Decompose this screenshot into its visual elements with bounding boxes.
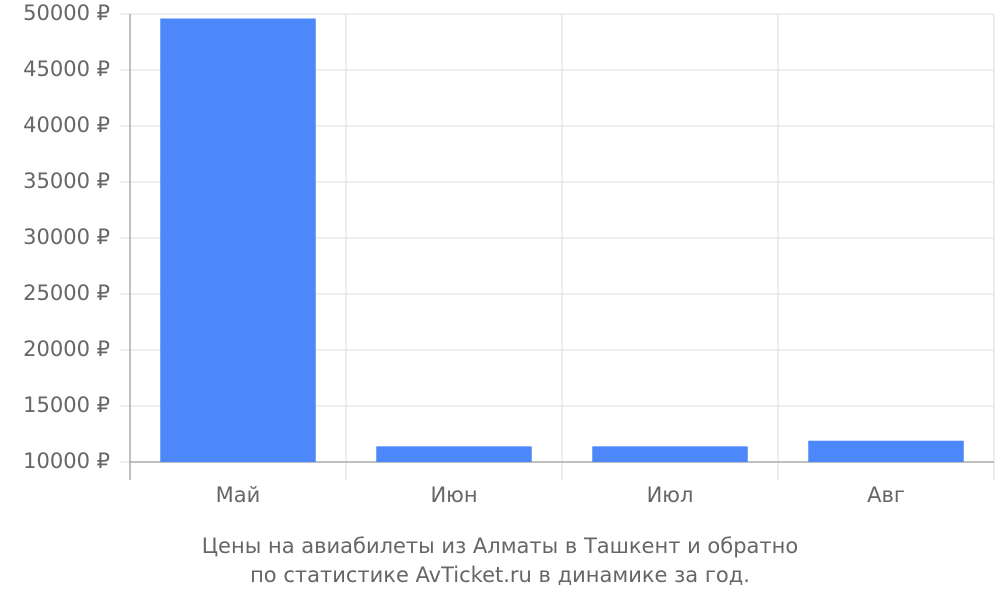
bar xyxy=(376,446,532,462)
y-tick-label: 20000 ₽ xyxy=(23,337,110,361)
y-tick-label: 30000 ₽ xyxy=(23,225,110,249)
caption-line: по статистике AvTicket.ru в динамике за … xyxy=(250,563,750,587)
x-tick-label: Авг xyxy=(867,483,905,507)
x-tick-label: Июн xyxy=(430,483,477,507)
y-tick-label: 25000 ₽ xyxy=(23,281,110,305)
y-tick-label: 35000 ₽ xyxy=(23,169,110,193)
y-tick-label: 40000 ₽ xyxy=(23,113,110,137)
y-tick-label: 45000 ₽ xyxy=(23,57,110,81)
caption-line: Цены на авиабилеты из Алматы в Ташкент и… xyxy=(202,534,799,558)
bar xyxy=(160,18,316,462)
x-tick-label: Май xyxy=(216,483,261,507)
y-tick-label: 15000 ₽ xyxy=(23,393,110,417)
bar xyxy=(808,440,964,462)
bar xyxy=(592,446,748,462)
x-tick-label: Июл xyxy=(647,483,694,507)
y-tick-label: 50000 ₽ xyxy=(23,1,110,25)
y-tick-label: 10000 ₽ xyxy=(23,449,110,473)
